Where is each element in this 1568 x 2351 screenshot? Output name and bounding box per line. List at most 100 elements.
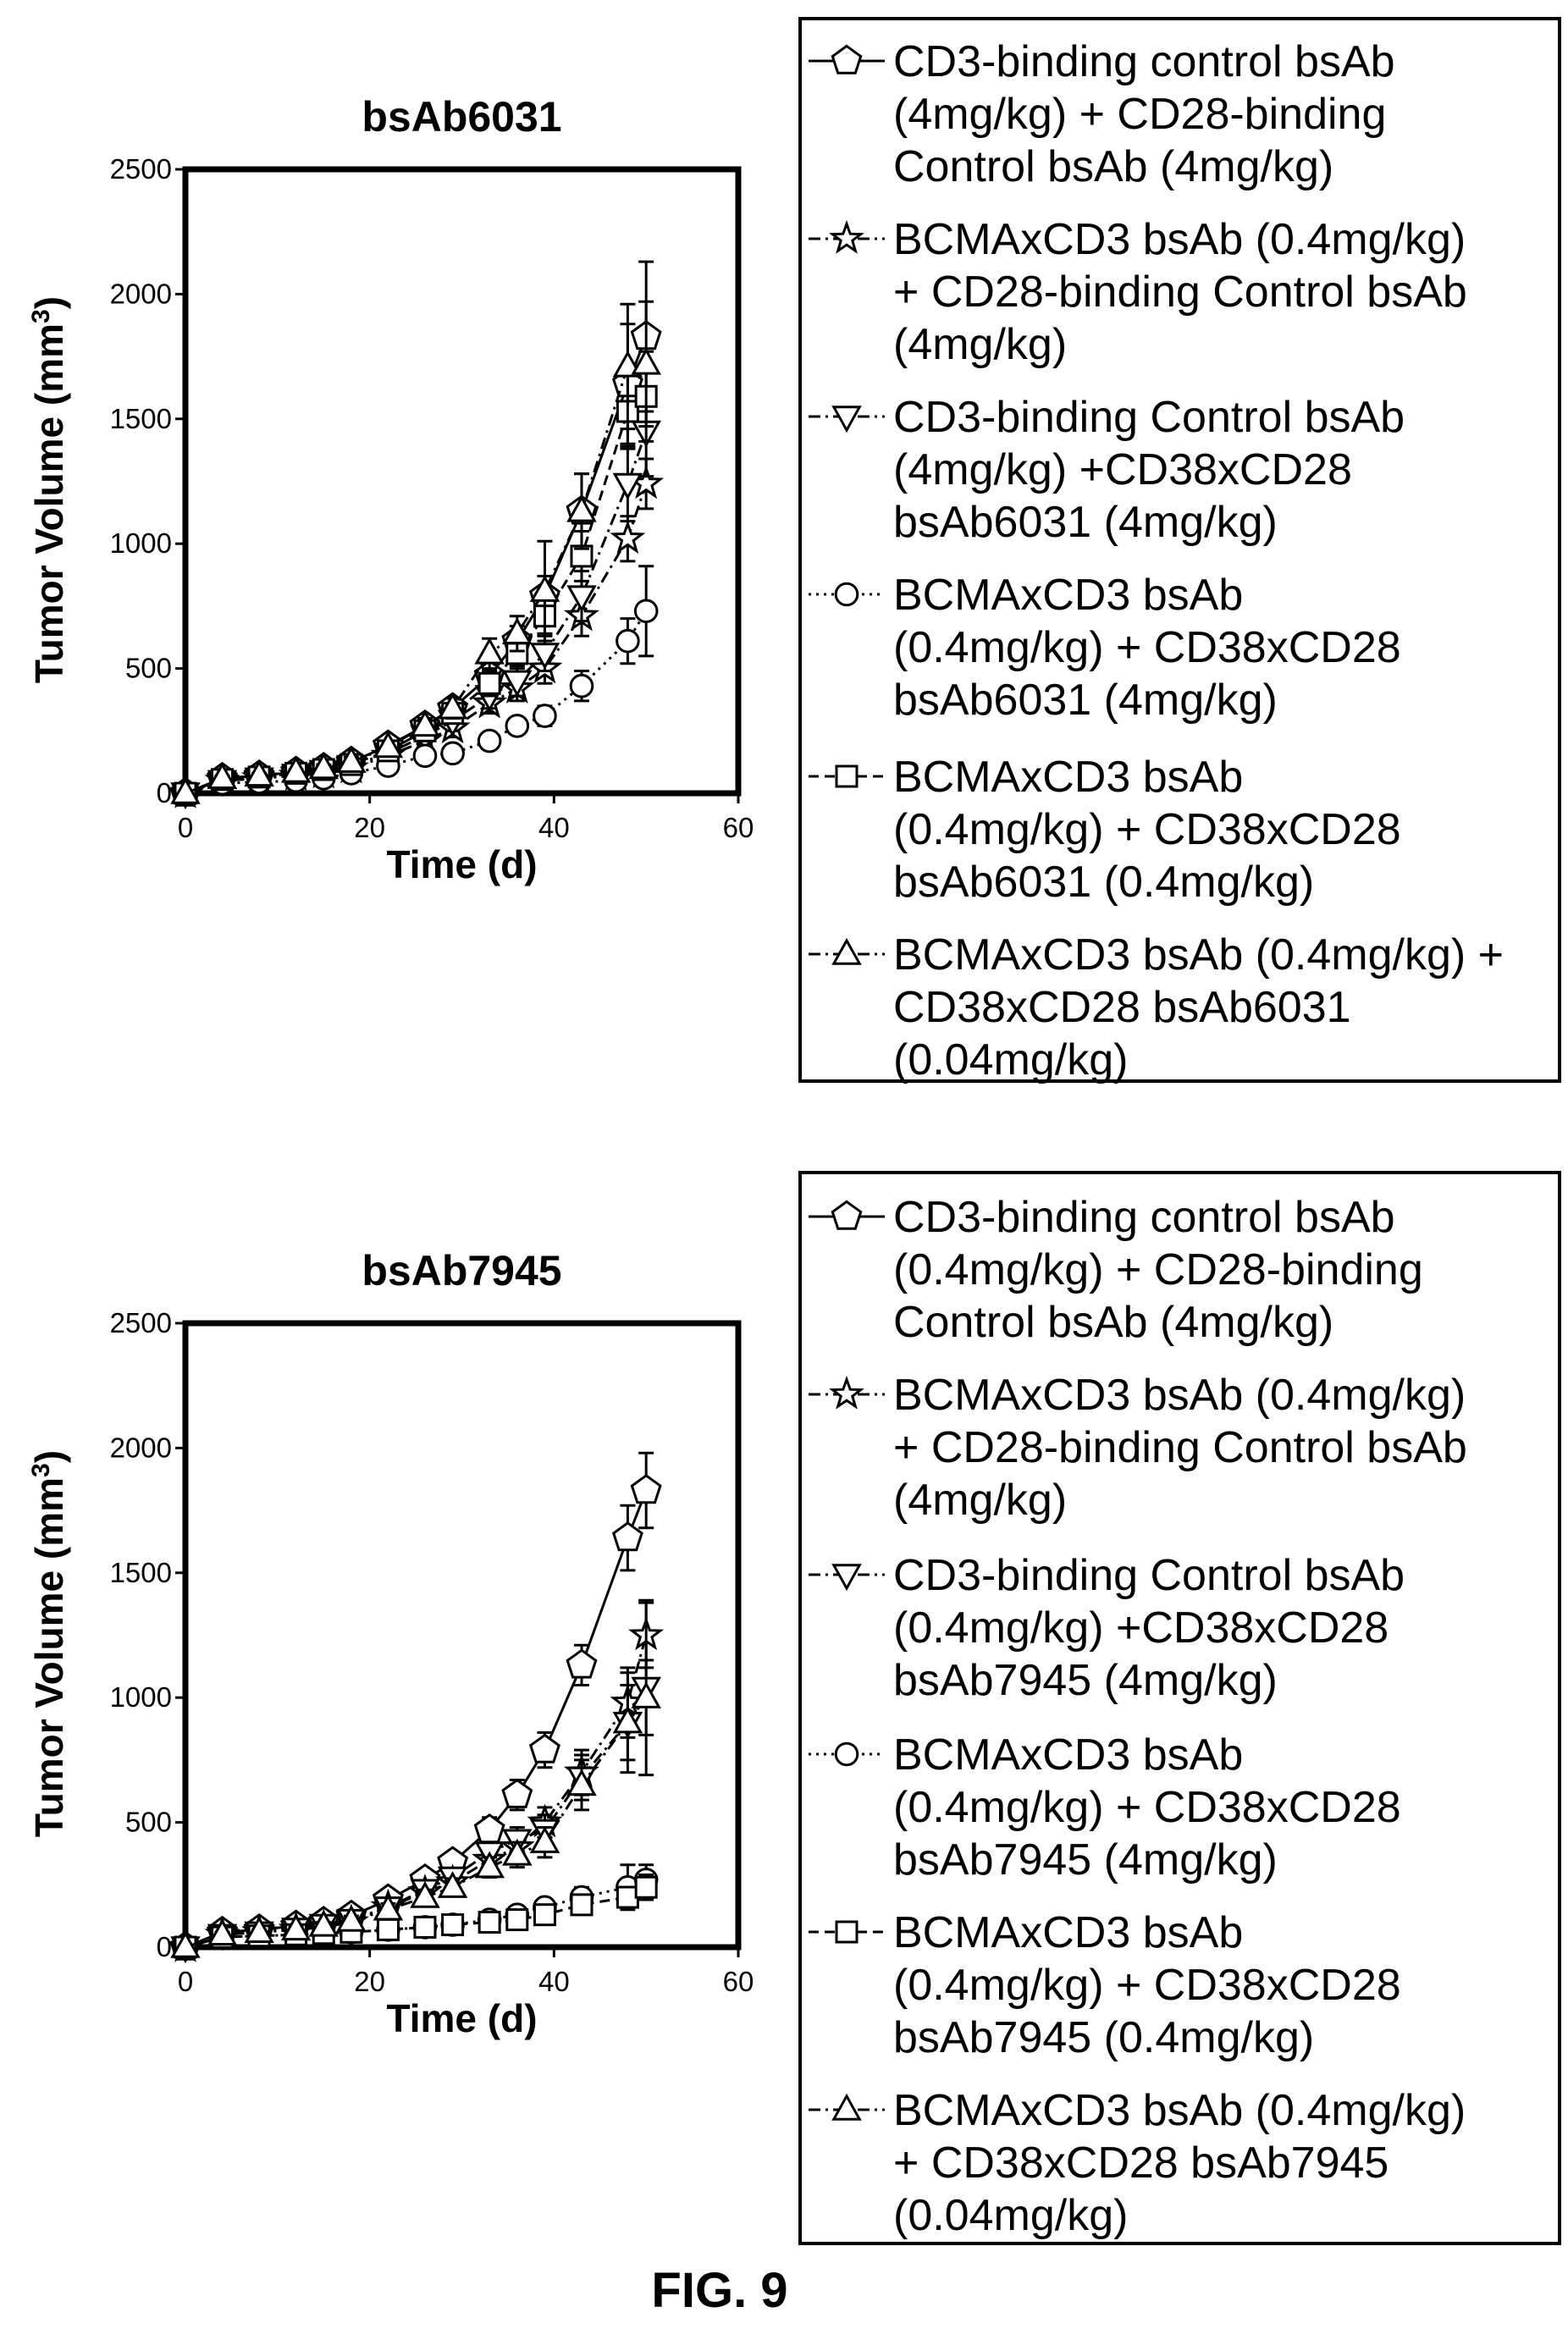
y-tick-label: 2500 — [110, 153, 172, 185]
data-point-triangle — [502, 1838, 533, 1866]
legend-entry-4: BCMAxCD3 bsAb(0.4mg/kg) + CD38xCD28bsAb7… — [809, 1908, 1401, 2062]
legend-entry-1: BCMAxCD3 bsAb (0.4mg/kg)+ CD28-binding C… — [809, 215, 1467, 369]
data-point-pentagon — [501, 1778, 533, 1808]
data-point-pentagon — [566, 1648, 598, 1679]
data-point-square — [533, 1903, 556, 1927]
data-point-square — [570, 1893, 594, 1917]
legend-marker-square — [835, 764, 859, 788]
legend-text: (0.04mg/kg) — [893, 1035, 1128, 1084]
data-point-square — [478, 671, 501, 695]
x-tick-label: 60 — [723, 1966, 754, 1997]
x-axis-label: Time (d) — [386, 1996, 537, 2040]
legend-entry-2: CD3-binding Control bsAb(4mg/kg) +CD38xC… — [809, 393, 1405, 547]
chart-bsab6031: bsAb6031 0 500 1000 1500 2000 2500 0 20 40 60 Time … — [27, 17, 1561, 1084]
data-point-square — [376, 1918, 400, 1941]
data-point-triangle — [631, 1681, 661, 1708]
legend-text: Control bsAb (4mg/kg) — [893, 1298, 1333, 1347]
y-axis-label: Tumor Volume (mm3) — [27, 296, 71, 683]
legend-marker-tri-down — [831, 406, 862, 433]
data-point-circle — [533, 704, 557, 728]
legend-text: bsAb6031 (0.4mg/kg) — [893, 858, 1314, 907]
data-point-circle — [440, 741, 465, 766]
y-tick-label: 1000 — [110, 527, 172, 559]
x-tick-label: 0 — [178, 812, 193, 843]
data-point-triangle — [612, 1706, 643, 1734]
legend-text: bsAb7945 (4mg/kg) — [893, 1656, 1278, 1705]
y-axis-label: Tumor Volume (mm3) — [27, 1450, 71, 1837]
legend-text: (0.4mg/kg) + CD28-binding — [893, 1245, 1423, 1294]
legend-text: BCMAxCD3 bsAb (0.4mg/kg) — [893, 2086, 1466, 2135]
y-tick-label: 2500 — [110, 1307, 172, 1338]
plot-frame — [182, 166, 742, 797]
data-point-triangle — [244, 759, 274, 787]
figure-label: FIG. 9 — [651, 2263, 787, 2318]
data-point-triangle — [566, 494, 597, 522]
legend-marker-star — [829, 1375, 864, 1410]
x-tick-label: 60 — [723, 812, 754, 843]
data-point-square — [441, 1912, 465, 1936]
chart-bsab7945: bsAb7945 0 500 1000 1500 2000 2500 0 20 40 60 Time … — [27, 1171, 1561, 2245]
x-tick-label: 40 — [538, 1966, 570, 1997]
legend-marker-circle — [834, 582, 859, 607]
series-5-triangle — [170, 1658, 661, 1958]
data-point-triangle — [336, 1904, 367, 1932]
legend-text: (0.4mg/kg) +CD38xCD28 — [893, 1603, 1389, 1653]
data-point-triangle — [529, 575, 560, 602]
legend-box — [798, 1171, 1561, 2245]
series-5-triangle — [170, 300, 661, 804]
legend-text: bsAb6031 (4mg/kg) — [893, 498, 1278, 547]
legend-entry-4: BCMAxCD3 bsAb(0.4mg/kg) + CD38xCD28bsAb6… — [809, 753, 1401, 907]
data-point-triangle — [373, 731, 404, 759]
legend-entry-0: CD3-binding control bsAb(0.4mg/kg) + CD2… — [809, 1193, 1423, 1347]
x-tick-label: 40 — [538, 812, 570, 843]
x-tick-label: 20 — [354, 812, 385, 843]
data-point-triangle — [566, 1769, 597, 1796]
data-point-triangle — [170, 1930, 201, 1958]
legend-text: (4mg/kg) +CD38xCD28 — [893, 445, 1352, 494]
chart-title: bsAb6031 — [362, 93, 561, 141]
legend-text: + CD28-binding Control bsAb — [893, 268, 1467, 317]
y-tick-label: 500 — [125, 653, 172, 684]
legend-text: Control bsAb (4mg/kg) — [893, 142, 1333, 191]
y-tick-label: 2000 — [110, 278, 172, 309]
legend-text: (4mg/kg) — [893, 320, 1067, 369]
data-point-circle — [616, 628, 640, 654]
legend-marker-circle — [834, 1741, 859, 1767]
legend-marker-tri-down — [831, 1564, 862, 1592]
data-point-triangle — [308, 752, 339, 780]
legend-marker-triangle — [831, 2093, 862, 2121]
legend: CD3-binding control bsAb(0.4mg/kg) + CD2… — [798, 1171, 1561, 2245]
legend-text: CD38xCD28 bsAb6031 — [893, 983, 1351, 1032]
data-point-star — [610, 520, 646, 555]
legend-text: bsAb7945 (0.4mg/kg) — [893, 2013, 1314, 2062]
data-point-triangle — [474, 637, 505, 665]
data-point-triangle — [308, 1909, 339, 1937]
data-point-square — [616, 1885, 639, 1909]
legend-text: (0.4mg/kg) + CD38xCD28 — [893, 623, 1401, 672]
data-point-square — [413, 1915, 437, 1939]
legend-text: CD3-binding control bsAb — [893, 37, 1395, 86]
legend-text: BCMAxCD3 bsAb (0.4mg/kg) — [893, 215, 1466, 264]
legend-marker-star — [829, 219, 864, 254]
data-point-triangle — [529, 1826, 560, 1853]
data-point-triangle — [410, 709, 440, 737]
legend-text: BCMAxCD3 bsAb — [893, 571, 1243, 620]
legend-text: BCMAxCD3 bsAb — [893, 1908, 1243, 1957]
legend-text: (0.4mg/kg) + CD38xCD28 — [893, 1961, 1401, 2010]
data-point-triangle — [170, 776, 201, 804]
legend-text: BCMAxCD3 bsAb (0.4mg/kg) + — [893, 930, 1504, 980]
legend-entry-5: BCMAxCD3 bsAb (0.4mg/kg) +CD38xCD28 bsAb… — [809, 930, 1504, 1084]
legend-entry-0: CD3-binding control bsAb(4mg/kg) + CD28-… — [809, 37, 1395, 191]
data-point-circle — [505, 714, 530, 738]
data-point-tri-down — [529, 643, 560, 670]
data-point-circle — [633, 599, 659, 624]
data-point-triangle — [280, 1913, 312, 1941]
data-point-triangle — [336, 746, 367, 773]
legend-text: (4mg/kg) — [893, 1476, 1067, 1525]
data-point-triangle — [474, 1851, 505, 1879]
x-tick-label: 20 — [354, 1966, 385, 1997]
legend-marker-pentagon — [831, 1200, 863, 1230]
data-point-tri-down — [502, 670, 533, 698]
data-point-pentagon — [528, 1733, 560, 1763]
